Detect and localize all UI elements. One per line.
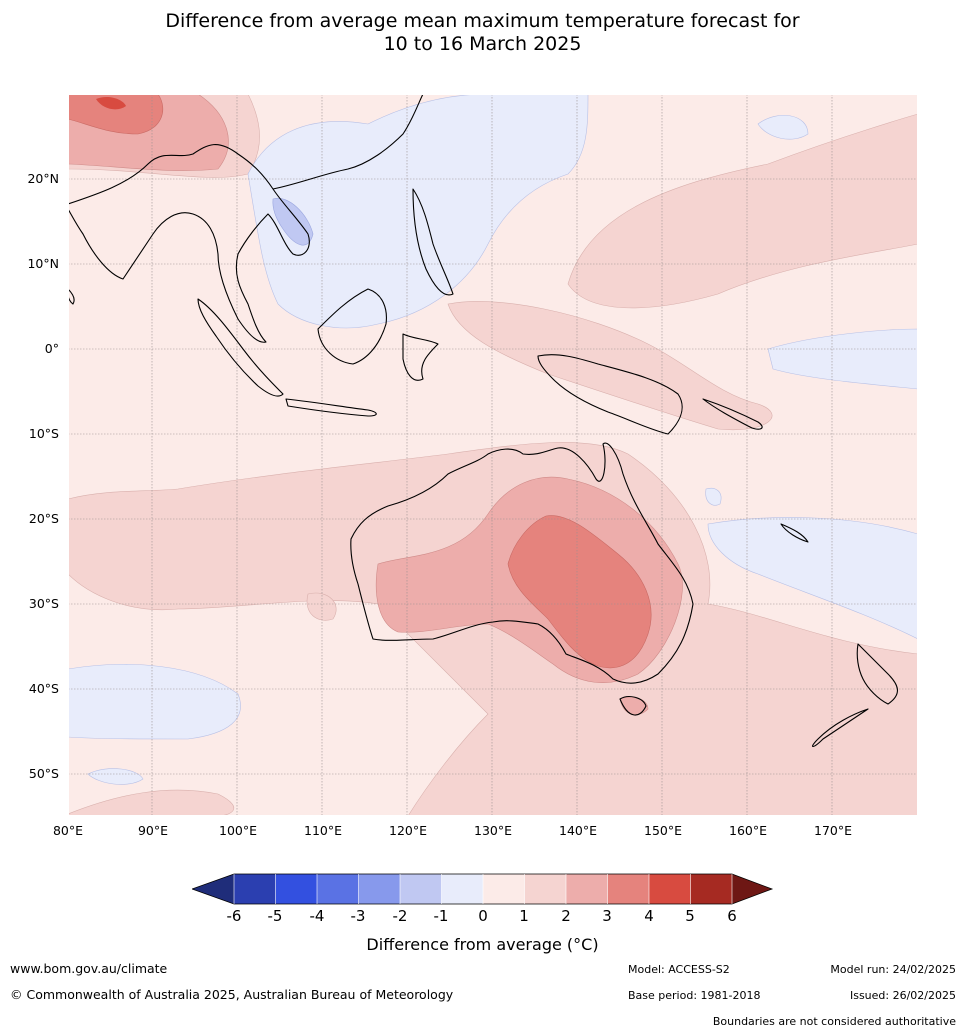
colorbar-tick-neg3: -3 [350, 907, 366, 925]
lon-label-110e: 110°E [303, 823, 343, 838]
asia-mainland-coastline [68, 144, 310, 343]
title-line-2: 10 to 16 March 2025 [383, 33, 582, 55]
new-zealand-south-coastline [812, 708, 869, 748]
lon-label-130e: 130°E [473, 823, 513, 838]
lat-label-20s: 20°S [28, 511, 59, 526]
colorbar-under-arrow [192, 874, 234, 904]
australia-coastline [350, 442, 694, 684]
colorbar-tick-5: 5 [685, 907, 695, 925]
disclaimer-text: Boundaries are not considered authoritat… [712, 1015, 956, 1028]
graticule [68, 94, 918, 816]
colorbar-tick-0: 0 [478, 907, 488, 925]
lat-label-10n: 10°N [27, 256, 59, 271]
colorbar-tick-neg2: -2 [392, 907, 408, 925]
colorbar-bin [317, 874, 359, 904]
lon-label-140e: 140°E [558, 823, 598, 838]
base-period-label: Base period: 1981-2018 [628, 989, 761, 1002]
colorbar-tick-neg1: -1 [433, 907, 449, 925]
tasmania-coastline [619, 696, 647, 716]
lat-label-0: 0° [44, 341, 59, 356]
anomaly-band-neg2-neg1 [272, 197, 314, 246]
anomaly-band-3-4 [68, 94, 652, 669]
lon-label-120e: 120°E [388, 823, 428, 838]
map-title: Difference from average mean maximum tem… [0, 10, 965, 56]
colorbar-over-arrow [732, 874, 772, 904]
colorbar-tick-6: 6 [727, 907, 737, 925]
map-frame [68, 94, 918, 816]
new-guinea-coastline [537, 354, 683, 435]
lon-label-170e: 170°E [813, 823, 853, 838]
issued-label: Issued: 26/02/2025 [849, 989, 956, 1002]
colorbar-tick-4: 4 [644, 907, 654, 925]
lon-label-80e: 80°E [52, 823, 84, 838]
colorbar-title: Difference from average (°C) [366, 935, 599, 954]
colorbar [192, 873, 774, 905]
colorbar-tick-3: 3 [602, 907, 612, 925]
anomaly-band-4-5 [96, 96, 126, 110]
china-coastline [272, 94, 424, 190]
new-zealand-coastline [856, 643, 898, 705]
lon-label-150e: 150°E [643, 823, 683, 838]
colorbar-bin [275, 874, 318, 904]
model-label: Model: ACCESS-S2 [628, 963, 730, 976]
philippines-coastline [412, 188, 454, 296]
colorbar-bin [607, 874, 650, 904]
colorbar-tick-neg5: -5 [267, 907, 283, 925]
sulawesi-coastline [402, 333, 439, 381]
lat-label-50s: 50°S [28, 766, 59, 781]
lon-label-160e: 160°E [728, 823, 768, 838]
lon-label-100e: 100°E [218, 823, 258, 838]
model-run-label: Model run: 24/02/2025 [830, 963, 956, 976]
solomon-islands-coastline [702, 398, 763, 430]
colorbar-tick-neg6: -6 [226, 907, 242, 925]
lon-label-90e: 90°E [137, 823, 169, 838]
lat-label-40s: 40°S [28, 681, 59, 696]
title-line-1: Difference from average mean maximum tem… [165, 10, 800, 32]
lat-label-20n: 20°N [27, 171, 59, 186]
copyright-text: © Commonwealth of Australia 2025, Austra… [10, 987, 454, 1002]
colorbar-bin [441, 874, 484, 904]
website-link[interactable]: www.bom.gov.au/climate [10, 961, 168, 976]
colorbar-bin [358, 874, 401, 904]
colorbar-tick-neg4: -4 [309, 907, 325, 925]
colorbar-tick-1: 1 [519, 907, 529, 925]
lat-label-10s: 10°S [28, 426, 59, 441]
colorbar-tick-2: 2 [561, 907, 571, 925]
colorbar-bin [400, 874, 442, 904]
lat-label-30s: 30°S [28, 596, 59, 611]
java-coastline [285, 398, 377, 417]
colorbar-bin [690, 874, 733, 904]
colorbar-bin [649, 874, 691, 904]
forecast-map [68, 94, 918, 816]
colorbar-bin [566, 874, 608, 904]
new-caledonia-coastline [780, 523, 809, 543]
anomaly-band-neg1-0 [68, 94, 918, 785]
colorbar-bin [483, 874, 525, 904]
sumatra-coastline [197, 298, 284, 397]
borneo-coastline [317, 288, 387, 365]
colorbar-bin [524, 874, 567, 904]
colorbar-bin [234, 874, 276, 904]
